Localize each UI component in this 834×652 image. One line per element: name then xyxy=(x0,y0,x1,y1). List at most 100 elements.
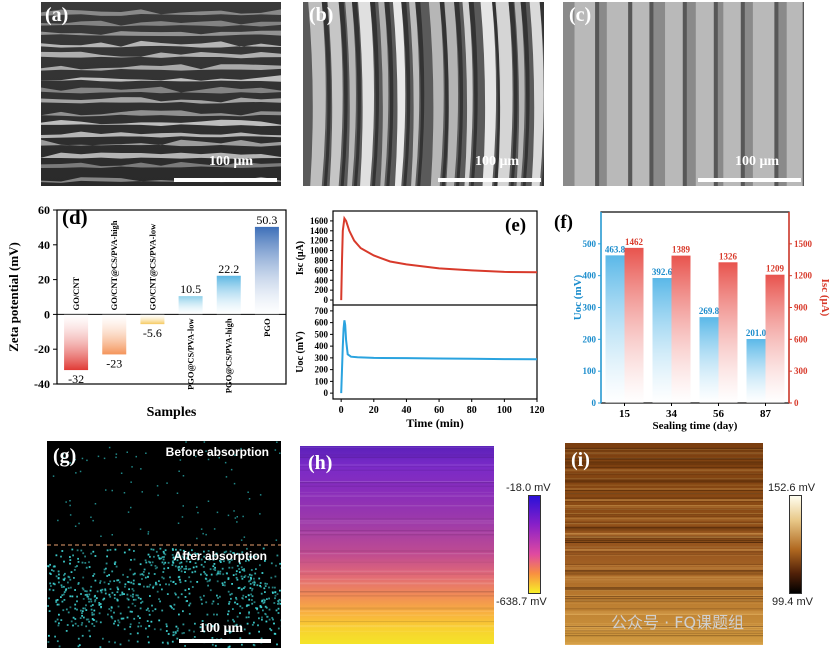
eds-dot xyxy=(57,519,59,522)
eds-dot xyxy=(145,627,147,630)
eds-dot xyxy=(189,602,192,605)
eds-dot xyxy=(228,602,230,605)
eds-dot xyxy=(93,613,95,616)
sem-sheet xyxy=(529,2,544,186)
panel-tag-b: (b) xyxy=(309,4,334,26)
eds-dot xyxy=(252,555,255,558)
eds-dot xyxy=(110,615,113,618)
eds-dot xyxy=(133,558,136,561)
kpfm-streak xyxy=(565,540,763,542)
eds-dot xyxy=(60,555,62,558)
eds-dot xyxy=(63,560,65,563)
eds-dot xyxy=(61,586,63,588)
sem-sheet xyxy=(495,2,513,186)
eds-dot xyxy=(268,597,270,600)
eds-dot xyxy=(172,634,175,637)
sem-sheet xyxy=(480,2,497,186)
eds-dot xyxy=(243,536,246,538)
eds-dot xyxy=(264,560,266,562)
eds-dot xyxy=(56,618,59,621)
eds-dot xyxy=(73,577,75,579)
eds-dot xyxy=(55,601,58,603)
eds-dot xyxy=(239,624,242,627)
bar-0 xyxy=(64,314,89,371)
eds-dot xyxy=(253,621,255,624)
kpfm-streak xyxy=(565,507,763,509)
y-tick-label-right: 900 xyxy=(794,303,808,313)
eds-dot xyxy=(122,617,125,620)
y-tick-label: 1400 xyxy=(310,226,329,236)
eds-dot xyxy=(215,553,218,555)
y-tick-label: 200 xyxy=(315,365,329,375)
eds-dot xyxy=(52,582,55,585)
eds-dot xyxy=(193,636,196,638)
bar-value-label: 1462 xyxy=(625,237,644,247)
kpfm-streak xyxy=(565,595,763,597)
eds-dot xyxy=(211,602,214,605)
sem-layer xyxy=(41,152,281,159)
y-tick-label-left: 500 xyxy=(583,239,597,249)
eds-dot xyxy=(184,589,187,592)
eds-dot xyxy=(159,628,162,631)
sem-layer xyxy=(41,40,281,48)
eds-dot xyxy=(160,557,163,560)
eds-dot xyxy=(88,620,90,623)
eds-dot xyxy=(54,635,56,638)
bar-value-label: -32 xyxy=(68,372,84,386)
sem-shadow xyxy=(321,2,331,186)
eds-dot xyxy=(259,494,262,496)
eds-dot xyxy=(175,548,177,551)
eds-dot xyxy=(90,608,93,611)
eds-dot xyxy=(205,574,208,577)
eds-dot xyxy=(261,616,263,619)
eds-dot xyxy=(279,589,281,592)
eds-dot xyxy=(260,606,263,609)
eds-dot xyxy=(243,628,246,631)
kpfm-streak xyxy=(565,533,763,534)
eds-dot xyxy=(161,641,164,644)
eds-dot xyxy=(212,600,215,603)
chart-f-sealing-time: 0100200300400500030060090012001500463.81… xyxy=(554,211,831,432)
eds-dot xyxy=(81,612,83,615)
kpfm-streak xyxy=(300,494,494,496)
eds-dot xyxy=(237,587,240,589)
bar-value-label: 463.8 xyxy=(605,244,626,254)
eds-dot xyxy=(200,528,203,530)
eds-dot xyxy=(70,620,73,623)
eds-dot xyxy=(196,581,199,583)
eds-dot xyxy=(69,500,71,502)
bar-value-label: 1389 xyxy=(672,245,691,255)
kpfm-streak xyxy=(565,501,763,502)
eds-dot xyxy=(241,643,243,646)
eds-dot xyxy=(236,516,238,518)
kpfm-streak xyxy=(565,536,763,538)
eds-dot xyxy=(137,594,139,597)
kpfm-streak xyxy=(565,535,763,537)
eds-dot xyxy=(188,604,191,607)
eds-dot xyxy=(207,550,210,552)
eds-dot xyxy=(178,613,180,616)
kpfm-streak xyxy=(300,446,494,448)
eds-dot xyxy=(47,565,50,568)
eds-dot xyxy=(74,607,77,610)
kpfm-streak xyxy=(565,462,763,464)
eds-dot xyxy=(189,580,192,583)
eds-dot xyxy=(248,611,250,614)
eds-dot xyxy=(174,593,177,596)
eds-dot xyxy=(129,610,132,613)
kpfm-streak xyxy=(565,541,763,543)
bar-uoc xyxy=(605,255,625,403)
eds-dot xyxy=(139,607,142,610)
eds-dot xyxy=(79,617,82,619)
eds-dot xyxy=(133,617,136,620)
kpfm-streak xyxy=(565,546,763,548)
eds-dot xyxy=(247,604,250,607)
eds-dot xyxy=(186,556,188,559)
eds-dot xyxy=(132,589,135,592)
eds-dot xyxy=(251,588,254,590)
colorbar-h xyxy=(528,495,541,594)
eds-dot xyxy=(93,625,96,627)
eds-dot xyxy=(244,574,247,577)
kpfm-streak xyxy=(565,644,763,645)
eds-dot xyxy=(209,568,212,571)
